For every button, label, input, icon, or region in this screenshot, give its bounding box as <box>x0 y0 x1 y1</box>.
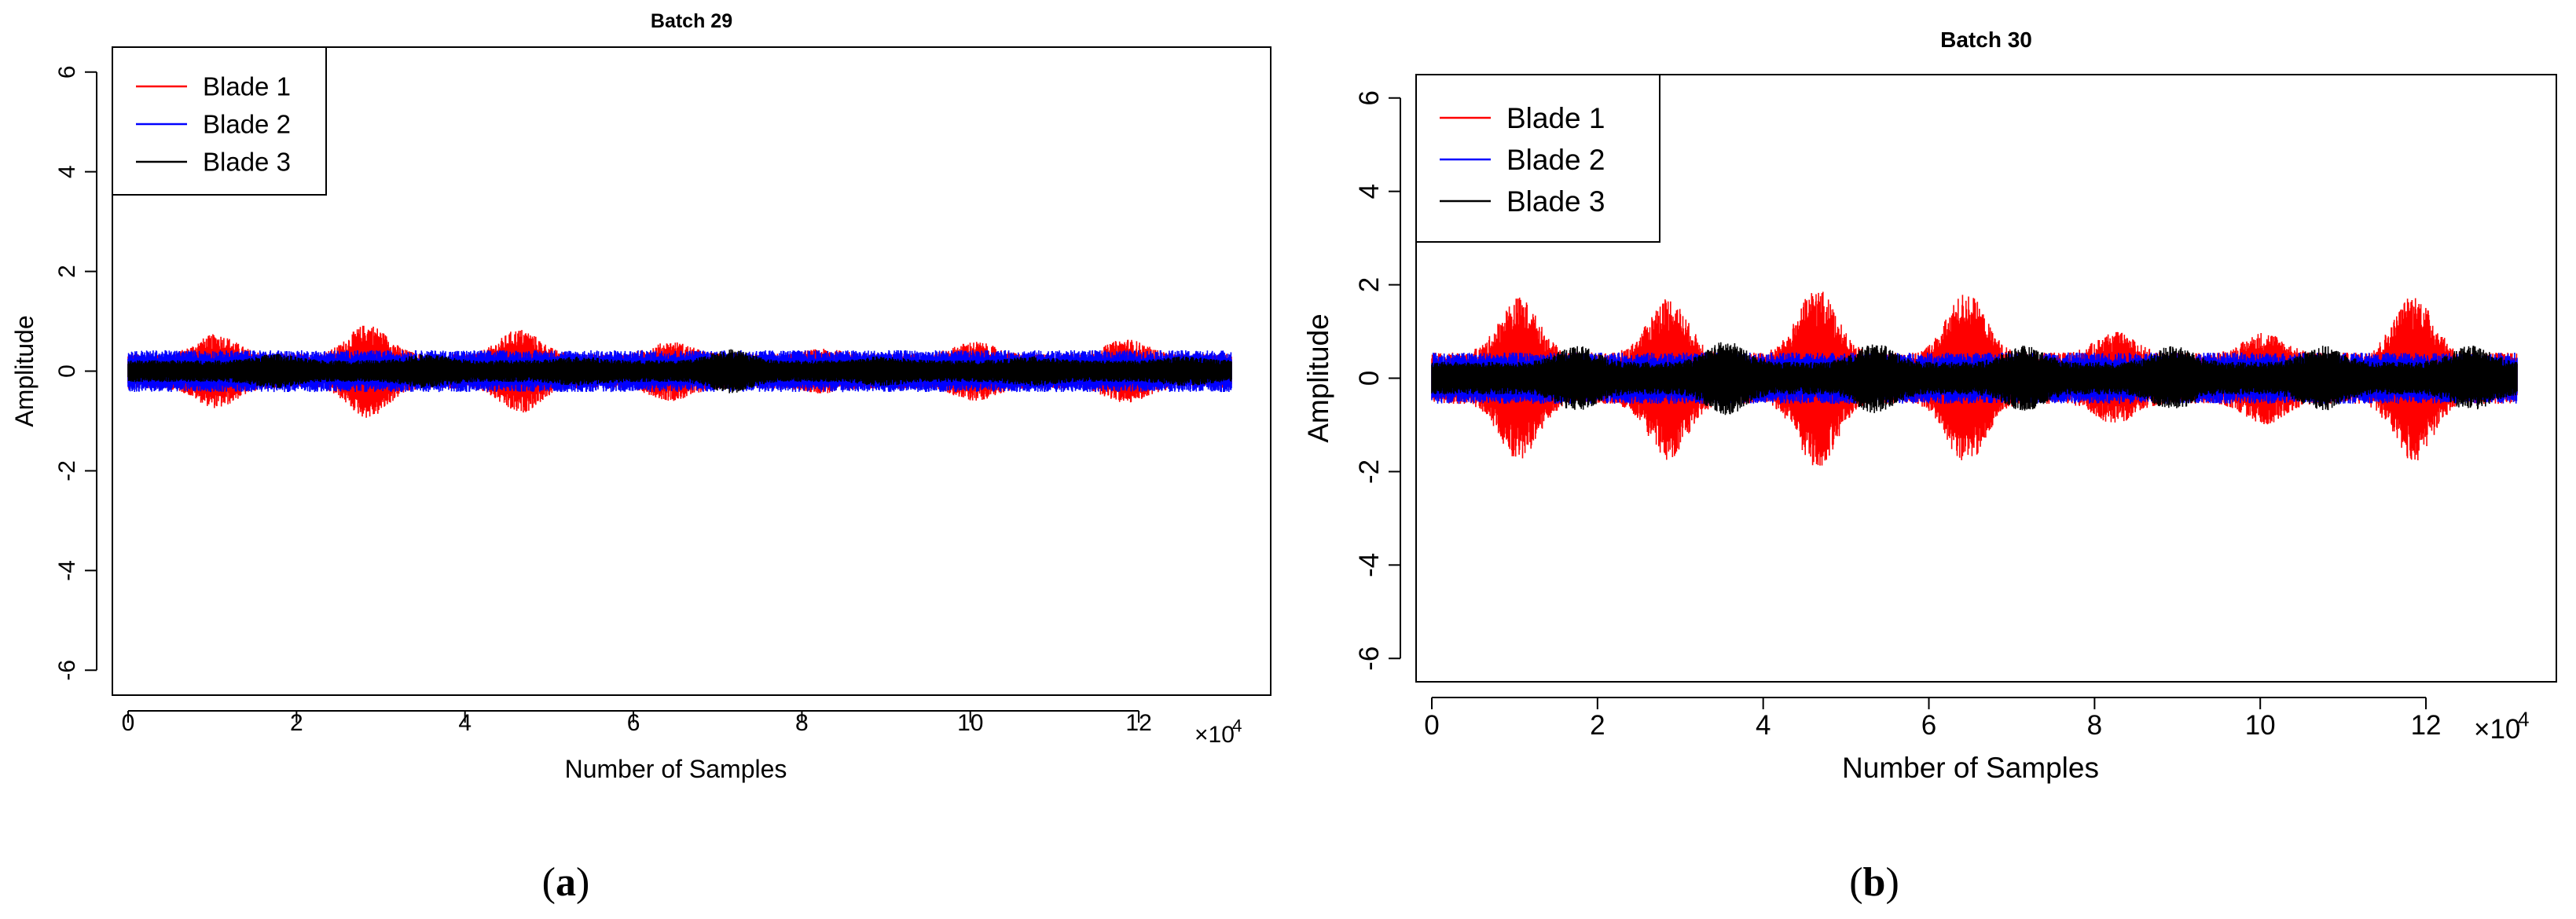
legend-label-3: Blade 3 <box>203 148 291 177</box>
panel-caption: (b) <box>1849 860 1899 905</box>
y-tick-label: 2 <box>1354 277 1385 292</box>
x-tick-label: 0 <box>1424 710 1439 741</box>
y-tick-label: 4 <box>54 165 80 178</box>
x-axis-label: Number of Samples <box>565 755 787 783</box>
y-tick-label: 6 <box>1354 90 1385 105</box>
legend-label-1: Blade 1 <box>1506 102 1605 134</box>
y-tick-label: -2 <box>54 460 80 481</box>
x-tick-label: 12 <box>1125 710 1151 736</box>
x-tick-label: 10 <box>957 710 983 736</box>
x-tick-label: 2 <box>1590 710 1605 741</box>
x-tick-label: 4 <box>1756 710 1771 741</box>
y-tick-label: -4 <box>54 560 80 581</box>
x-tick-label: 6 <box>627 710 640 736</box>
series-line-3 <box>127 349 1232 394</box>
x-tick-label: 4 <box>458 710 472 736</box>
plot-frame <box>112 46 1271 696</box>
legend-label-2: Blade 2 <box>1506 144 1605 176</box>
x-multiplier: ×10 <box>1194 722 1235 748</box>
panel-caption: (a) <box>542 860 590 905</box>
legend-box <box>112 46 327 196</box>
y-tick-label: -6 <box>54 660 80 681</box>
x-tick-label: 12 <box>2411 710 2442 741</box>
chart-title: Batch 30 <box>1940 27 2032 52</box>
x-tick-label: 10 <box>2245 710 2276 741</box>
x-tick-label: 0 <box>122 710 135 736</box>
y-tick-label: 4 <box>1354 184 1385 199</box>
y-tick-label: 0 <box>54 364 80 378</box>
y-tick-label: 2 <box>54 265 80 278</box>
x-tick-label: 6 <box>1921 710 1936 741</box>
x-tick-label: 8 <box>795 710 809 736</box>
y-axis-label: Amplitude <box>10 315 39 427</box>
x-tick-label: 2 <box>290 710 303 736</box>
x-multiplier-exponent: 4 <box>1232 716 1242 736</box>
legend-label-1: Blade 1 <box>203 72 291 101</box>
y-axis-label: Amplitude <box>1302 313 1334 443</box>
x-multiplier: ×10 <box>2474 714 2520 745</box>
x-tick-label: 8 <box>2087 710 2102 741</box>
y-tick-label: -2 <box>1354 460 1385 484</box>
series-line-3 <box>1431 342 2518 416</box>
x-multiplier-exponent: 4 <box>2518 707 2530 730</box>
chart-title: Batch 29 <box>651 10 732 32</box>
x-axis-label: Number of Samples <box>1842 752 2099 784</box>
legend: Blade 1 Blade 2 Blade 3 <box>112 46 327 196</box>
legend-label-2: Blade 2 <box>203 110 291 139</box>
y-tick-label: -4 <box>1354 553 1385 577</box>
legend: Blade 1 Blade 2 Blade 3 <box>1415 74 1660 243</box>
legend-label-3: Blade 3 <box>1506 185 1605 218</box>
y-tick-label: 0 <box>1354 371 1385 386</box>
y-tick-label: -6 <box>1354 646 1385 671</box>
plot-frame <box>1415 74 2557 683</box>
legend-box <box>1415 74 1660 243</box>
y-tick-label: 6 <box>54 65 80 79</box>
